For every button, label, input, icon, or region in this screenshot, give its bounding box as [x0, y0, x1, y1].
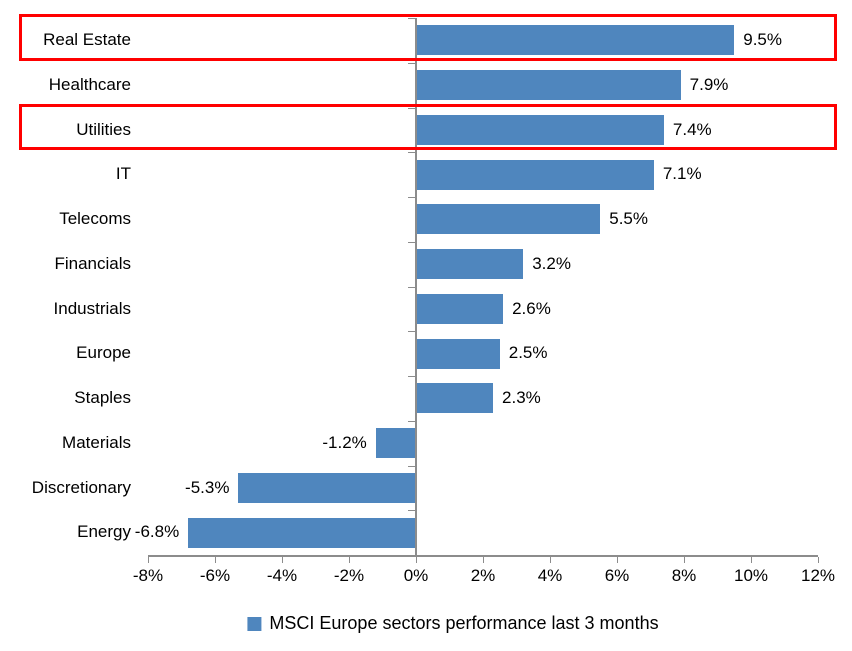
value-label: 7.1% [662, 164, 702, 184]
value-label: -5.3% [185, 477, 230, 497]
y-axis-tick [408, 420, 415, 422]
x-axis-tick [215, 557, 216, 563]
y-axis-tick [408, 152, 415, 154]
highlight-box-utilities [19, 103, 837, 151]
category-label: Materials [62, 432, 131, 452]
x-tick-label: 4% [537, 566, 563, 585]
x-axis-tick [349, 557, 350, 563]
bar [416, 338, 500, 369]
bar [375, 428, 416, 459]
x-tick-label: 12% [800, 566, 836, 585]
bar [416, 114, 664, 145]
category-label: Financials [54, 253, 131, 273]
x-tick-label: -8% [132, 566, 164, 585]
legend-swatch-icon [247, 616, 262, 631]
x-axis-tick [148, 557, 149, 563]
value-label: 2.6% [512, 298, 551, 318]
bar [416, 159, 654, 190]
y-axis-tick [408, 197, 415, 198]
y-axis-tick [408, 62, 415, 64]
x-axis-line [148, 555, 818, 557]
value-label: 5.5% [609, 209, 648, 228]
bar [416, 204, 601, 235]
x-axis-tick [684, 557, 685, 563]
category-label: Telecoms [59, 209, 131, 228]
x-axis-tick [550, 557, 551, 563]
x-tick-label: 10% [733, 566, 769, 585]
bar [416, 70, 681, 101]
x-axis-tick [818, 557, 819, 563]
y-axis-tick [408, 241, 415, 243]
category-label: Energy [77, 522, 131, 542]
category-label: Staples [74, 388, 131, 407]
category-label: Europe [76, 343, 131, 363]
x-tick-label: 0% [403, 566, 429, 585]
highlight-box-real-estate [19, 14, 837, 61]
bar [416, 249, 524, 280]
y-axis-tick [408, 465, 415, 467]
x-axis-tick [483, 557, 484, 563]
y-axis-tick [408, 510, 415, 512]
category-label: IT [115, 164, 131, 184]
bar [416, 25, 735, 56]
bar [416, 383, 494, 414]
x-tick-label: -4% [266, 566, 298, 585]
y-axis-tick [408, 107, 415, 109]
x-axis-tick [282, 557, 283, 563]
value-label: 2.5% [508, 343, 548, 363]
value-label: 7.9% [689, 74, 729, 94]
category-label: Industrials [53, 298, 131, 318]
x-axis-tick [416, 557, 417, 563]
y-axis-tick [408, 286, 415, 288]
category-label: Discretionary [31, 477, 131, 497]
legend-label: MSCI Europe sectors performance last 3 m… [269, 613, 659, 633]
y-axis-tick [408, 331, 415, 333]
x-axis-tick [751, 557, 752, 563]
value-label: 7.4% [672, 119, 712, 139]
y-axis-tick [408, 18, 415, 19]
x-tick-label: 8% [671, 566, 697, 585]
value-label: -6.8% [134, 522, 180, 542]
category-label: Real Estate [43, 30, 131, 49]
value-label: 3.2% [532, 253, 571, 273]
y-axis-tick [408, 376, 415, 377]
bar [238, 472, 416, 503]
category-label: Healthcare [48, 74, 131, 94]
value-label: -1.2% [322, 432, 367, 452]
x-tick-label: -2% [333, 566, 365, 585]
bar [416, 293, 504, 324]
x-tick-label: -6% [199, 566, 231, 585]
bar [188, 517, 416, 548]
x-tick-label: 6% [604, 566, 630, 585]
value-label: 9.5% [743, 30, 782, 49]
y-axis-line [415, 18, 417, 555]
y-axis-tick [408, 555, 415, 556]
legend: MSCI Europe sectors performance last 3 m… [247, 613, 659, 634]
x-tick-label: 2% [470, 566, 496, 585]
x-axis-tick [617, 557, 618, 563]
value-label: 2.3% [502, 388, 541, 407]
category-label: Utilities [76, 119, 131, 139]
